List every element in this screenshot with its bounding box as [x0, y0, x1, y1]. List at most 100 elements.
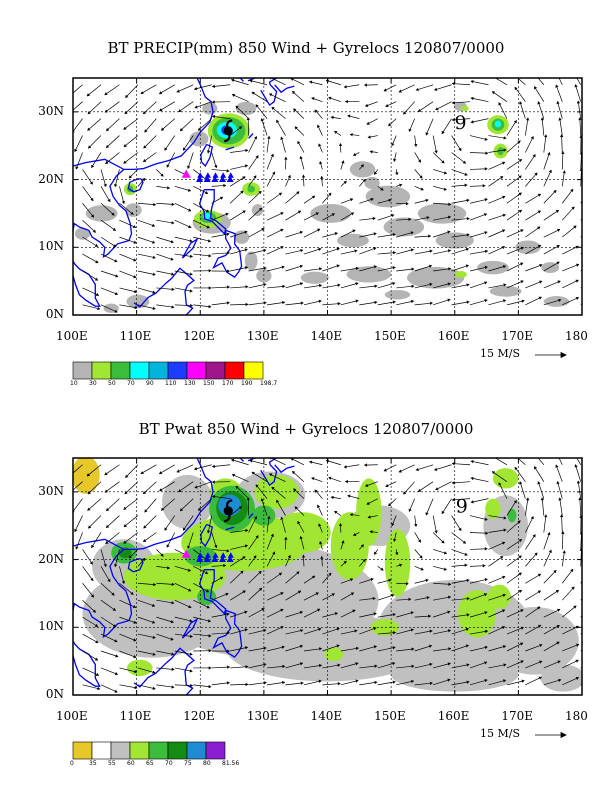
shaded-region [544, 296, 569, 307]
x-tick-label: 110E [120, 709, 152, 723]
colorbar-label: 198.7 [260, 380, 277, 387]
colorbar-swatch [111, 742, 130, 759]
reference-vector-arrow [535, 353, 566, 358]
shaded-region [72, 456, 100, 494]
shaded-region [461, 106, 469, 111]
x-tick-label: 120E [183, 329, 215, 343]
colorbar-swatch [206, 362, 225, 379]
y-tick-label: 30N [24, 104, 64, 118]
colorbar-label: 130 [184, 380, 195, 387]
x-tick-label: 180 [565, 329, 588, 343]
colorbar-swatch [225, 362, 244, 379]
colorbar-swatch [187, 362, 206, 379]
x-tick-label: 140E [311, 709, 343, 723]
reference-vector-label: 15 M/S [480, 347, 520, 360]
colorbar-label: 70 [127, 380, 135, 387]
x-tick-label: 180 [565, 709, 588, 723]
shaded-region [493, 468, 518, 488]
x-tick-label: 110E [120, 329, 152, 343]
y-tick-label: 0N [24, 687, 64, 701]
shaded-region [385, 529, 410, 597]
x-tick-label: 100E [56, 329, 88, 343]
track-markers [182, 170, 234, 182]
x-tick-label: 170E [501, 709, 533, 723]
shaded-region [495, 121, 501, 128]
shaded-region [350, 161, 375, 177]
y-tick-label: 10N [24, 619, 64, 633]
coastline [134, 268, 194, 315]
panel2-map: 9 [0, 440, 612, 800]
x-tick-label: 130E [247, 709, 279, 723]
x-tick-label: 100E [56, 709, 88, 723]
colorbar-label: 50 [108, 380, 116, 387]
colorbar [73, 362, 263, 379]
colorbar-swatch [149, 742, 168, 759]
colorbar-swatch [244, 362, 263, 379]
x-tick-label: 160E [438, 709, 470, 723]
colorbar-swatch [168, 742, 187, 759]
y-tick-label: 30N [24, 484, 64, 498]
shaded-region [252, 204, 263, 216]
coastline [208, 71, 213, 78]
panel1-map: 9 [0, 60, 612, 420]
colorbar-swatch [206, 742, 225, 759]
colorbar-label: 75 [184, 760, 192, 767]
panel2-title: BT Pwat 850 Wind + Gyrelocs 120807/0000 [0, 420, 612, 438]
shaded-region [385, 290, 410, 299]
coastline [208, 451, 213, 458]
colorbar-swatch [187, 742, 206, 759]
shaded-region [247, 186, 255, 193]
colorbar-label: 60 [127, 760, 135, 767]
shaded-region [383, 217, 424, 236]
coastline [275, 465, 295, 472]
y-tick-label: 20N [24, 552, 64, 566]
gyre-marker: 9 [454, 112, 466, 134]
x-tick-label: 150E [374, 329, 406, 343]
colorbar-swatch [130, 362, 149, 379]
colorbar-swatch [130, 742, 149, 759]
colorbar-swatch [149, 362, 168, 379]
y-tick-label: 0N [24, 307, 64, 321]
coastline [275, 85, 295, 92]
shaded-region [407, 267, 464, 289]
shaded-region [364, 177, 379, 189]
reference-vector-arrow [535, 733, 566, 738]
colorbar-label: 90 [146, 380, 154, 387]
shaded-region [490, 286, 522, 297]
shaded-region [418, 203, 466, 223]
shaded-region [236, 102, 256, 116]
shaded-region [356, 478, 381, 546]
colorbar-label: 81.56 [222, 760, 239, 767]
colorbar-label: 80 [203, 760, 211, 767]
colorbar [73, 742, 225, 759]
x-tick-label: 150E [374, 709, 406, 723]
colorbar-swatch [111, 362, 130, 379]
shaded-region [301, 272, 329, 284]
colorbar-label: 30 [89, 380, 97, 387]
colorbar-swatch [168, 362, 187, 379]
colorbar-swatch [73, 742, 92, 759]
colorbar-label: 65 [146, 760, 154, 767]
x-tick-label: 170E [501, 329, 533, 343]
colorbar-label: 150 [203, 380, 214, 387]
y-tick-label: 20N [24, 172, 64, 186]
colorbar-label: 70 [165, 760, 173, 767]
shaded-region [541, 665, 586, 692]
colorbar-label: 110 [165, 380, 176, 387]
panel1-title: BT PRECIP(mm) 850 Wind + Gyrelocs 120807… [0, 39, 612, 57]
x-tick-label: 120E [183, 709, 215, 723]
shaded-region [234, 230, 249, 244]
colorbar-label: 55 [108, 760, 116, 767]
colorbar-label: 190 [241, 380, 252, 387]
x-tick-label: 160E [438, 329, 470, 343]
y-tick-label: 10N [24, 239, 64, 253]
grid [73, 78, 582, 315]
colorbar-label: 170 [222, 380, 233, 387]
shaded-region [508, 509, 517, 523]
gyre-marker: 9 [456, 495, 468, 517]
coastline [201, 144, 212, 166]
colorbar-swatch [92, 362, 111, 379]
colorbar-swatch [73, 362, 92, 379]
colorbar-label: 35 [89, 760, 97, 767]
shaded-region [127, 660, 152, 676]
